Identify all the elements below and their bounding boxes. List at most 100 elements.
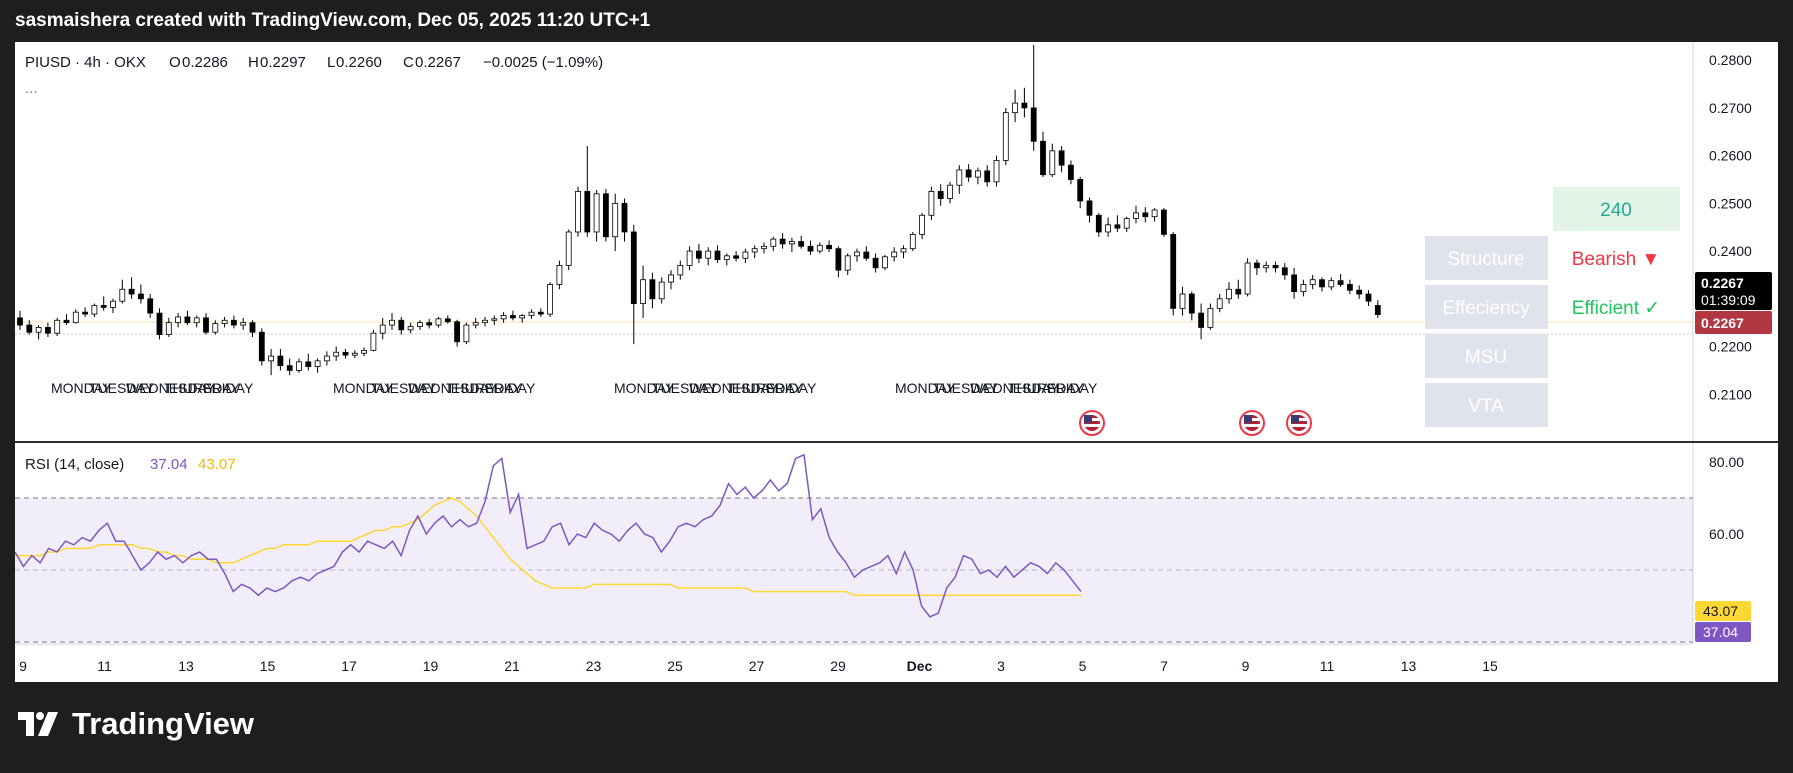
- time-tick-label: 11: [1320, 658, 1335, 674]
- legend-more[interactable]: ...: [25, 80, 38, 97]
- candle-body: [891, 251, 898, 258]
- time-tick-label: 19: [423, 658, 439, 674]
- candle-body: [44, 327, 51, 334]
- candle-body: [463, 324, 470, 343]
- candle-body: [779, 238, 786, 245]
- candle-body: [407, 326, 414, 331]
- last-price-label: 0.2267: [1701, 275, 1744, 291]
- candle-body: [63, 319, 70, 324]
- candle-body: [509, 315, 516, 319]
- candle-body: [258, 331, 265, 362]
- ohlc-o-label: O: [169, 54, 181, 71]
- candle-body: [1179, 293, 1186, 309]
- candle-body: [789, 241, 795, 245]
- candle-body: [305, 361, 312, 367]
- rsi-band: [15, 497, 1693, 643]
- candle-body: [519, 315, 526, 319]
- rsi-ma-line: [15, 497, 1081, 596]
- time-axis[interactable]: 9 11 13 15 17 19 21 23 25 27 29 Dec 3 5 7 9 11 13 15: [15, 643, 1693, 674]
- candle-body: [249, 322, 256, 333]
- candle-body: [1133, 212, 1139, 220]
- candle-body: [1226, 288, 1232, 300]
- session-label: TUESDAY: [652, 380, 718, 396]
- candle-body: [426, 322, 433, 326]
- candle-body: [1114, 224, 1121, 229]
- candle-body: [1188, 293, 1195, 314]
- symbol-legend: PIUSD · 4h · OKX O 0.2286 H 0.2297 L 0.2…: [25, 54, 603, 97]
- timeframe-value: 240: [1600, 200, 1632, 221]
- session-label: THURSDAY: [446, 380, 523, 396]
- time-tick-label: 11: [97, 658, 112, 674]
- tradingview-logo[interactable]: TradingView: [18, 706, 254, 742]
- candle-body: [1244, 262, 1251, 295]
- candle-body: [370, 332, 377, 351]
- structure-value: Bearish ▼: [1572, 249, 1661, 270]
- us-flag-icon[interactable]: [1286, 410, 1312, 436]
- candle-body: [630, 231, 637, 304]
- candle-body: [26, 324, 33, 333]
- candle-body: [1272, 264, 1279, 269]
- market-structure-widget: 240 Structure Bearish ▼ Effeciency Effic…: [1425, 187, 1680, 427]
- event-flags: [1079, 410, 1312, 436]
- us-flag-icon[interactable]: [1079, 410, 1105, 436]
- candle-body: [221, 319, 228, 325]
- candle-body: [668, 274, 674, 283]
- candle-body: [937, 191, 944, 199]
- ohlc-h-value: 0.2297: [260, 54, 306, 71]
- candle-body: [416, 322, 423, 327]
- candle-body: [565, 231, 572, 266]
- time-tick-label: 7: [1160, 658, 1168, 674]
- rsi-pane[interactable]: RSI (14, close) 37.04 43.07 80.00 60.00 4…: [14, 453, 1751, 643]
- candle-body: [268, 355, 275, 362]
- candle-body: [742, 251, 749, 259]
- candle-body: [1040, 140, 1046, 176]
- candle-body: [584, 191, 591, 233]
- candle-body: [1216, 298, 1223, 309]
- candle-body: [714, 250, 721, 261]
- candle-body: [1235, 288, 1242, 295]
- session-label: FRIDAY: [203, 380, 254, 396]
- candle-body: [128, 288, 135, 295]
- candle-body: [1347, 284, 1353, 291]
- candle-body: [603, 193, 609, 238]
- last-price-badge: [1695, 272, 1772, 310]
- rsi-ma-badge: [1695, 601, 1751, 621]
- candle-body: [1123, 218, 1130, 229]
- candle-body: [751, 248, 758, 253]
- candle-body: [1077, 179, 1084, 202]
- session-label: MONDAY: [614, 380, 675, 396]
- candle-body: [528, 311, 535, 316]
- candle-body: [1356, 289, 1363, 295]
- candle-body: [1328, 280, 1335, 288]
- time-tick-label: 13: [1401, 658, 1417, 674]
- candle-body: [100, 305, 107, 308]
- chart-panel[interactable]: MONDAY TUESDAY WEDNESDAY THURSDAY FRIDAY MOND…: [14, 42, 1778, 682]
- price-axis[interactable]: 0.2800 0.2700 0.2600 0.2500 0.2400 0.2200 0.21…: [1692, 42, 1772, 642]
- time-tick-label: 27: [749, 658, 765, 674]
- us-flag-icon[interactable]: [1239, 410, 1265, 436]
- price-tick-label: 0.2700: [1709, 100, 1752, 116]
- candle-body: [872, 257, 879, 269]
- candle-body: [575, 191, 581, 233]
- candle-body: [835, 248, 842, 271]
- candle-body: [1086, 200, 1093, 216]
- time-tick-label: 3: [997, 658, 1005, 674]
- candle-body: [696, 250, 702, 259]
- candle-body: [184, 316, 191, 324]
- candle-body: [1021, 102, 1028, 109]
- candle-body: [389, 319, 395, 326]
- candle-body: [1207, 307, 1214, 328]
- close-price-label: 0.2267: [1701, 315, 1744, 331]
- session-label: TUESDAY: [89, 380, 155, 396]
- candle-body: [435, 318, 442, 326]
- candle-body: [1198, 312, 1204, 328]
- candle-body: [500, 315, 507, 320]
- snapshot-text: sasmaishera created with TradingView.com…: [15, 10, 651, 31]
- candle-body: [482, 319, 488, 324]
- candle-body: [1337, 280, 1344, 285]
- timeframe-cell: [1553, 187, 1680, 231]
- price-tick-label: 0.2800: [1709, 52, 1752, 68]
- candle-body: [203, 317, 209, 333]
